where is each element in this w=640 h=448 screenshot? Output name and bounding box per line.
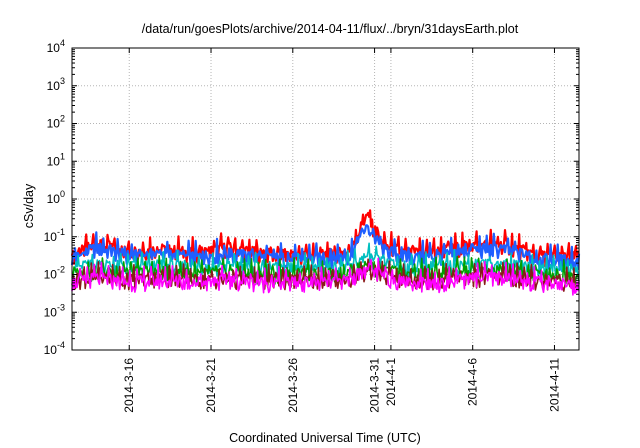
series-layer: [70, 209, 581, 296]
x-axis-label: Coordinated Universal Time (UTC): [229, 431, 421, 445]
plot-frame: [71, 47, 580, 351]
y-tick-label: 10-1: [44, 227, 65, 244]
y-tick-label: 10-3: [44, 302, 65, 319]
y-tick-label: 101: [47, 151, 65, 168]
y-axis-label: cSv/day: [22, 183, 36, 228]
y-tick-label: 10-2: [44, 265, 65, 282]
y-tick-label: 103: [47, 76, 65, 93]
x-tick-label: 2014-4-1: [384, 358, 398, 406]
x-tick-label: 2014-3-26: [286, 358, 300, 413]
y-axis-ticks: 10-4 10-3 10-2 10-1 100 101 102 103 104: [44, 38, 579, 357]
chart-title: /data/run/goesPlots/archive/2014-04-11/f…: [142, 22, 519, 36]
y-tick-label: 100: [47, 189, 65, 206]
x-tick-label: 2014-4-6: [466, 358, 480, 406]
y-tick-label: 102: [47, 114, 65, 131]
grid-layer: [72, 48, 579, 350]
series-line: [71, 257, 580, 296]
x-tick-label: 2014-3-31: [368, 358, 382, 413]
x-tick-label: 2014-3-16: [122, 358, 136, 413]
x-axis-ticks: 2014-3-16 2014-3-21 2014-3-26 2014-3-31 2014…: [122, 48, 561, 413]
x-tick-label: 2014-4-11: [547, 358, 561, 412]
y-tick-label: 10-4: [44, 340, 65, 357]
y-tick-label: 104: [47, 38, 65, 55]
x-tick-label: 2014-3-21: [204, 358, 218, 413]
